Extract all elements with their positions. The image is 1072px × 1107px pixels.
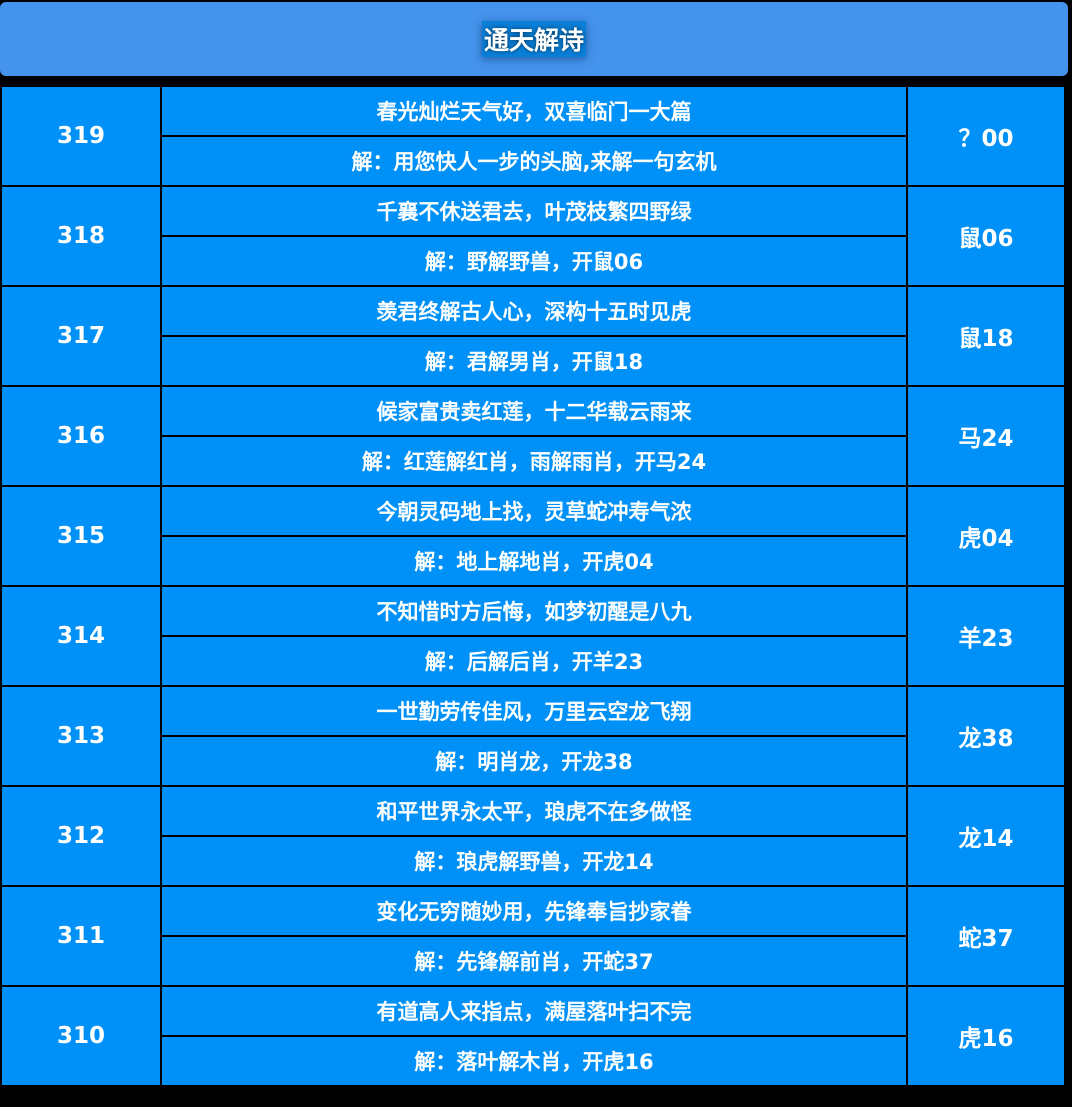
- answer: ？00: [906, 85, 1066, 187]
- issue-number: 312: [0, 785, 162, 887]
- answer: 鼠18: [906, 285, 1066, 387]
- issue-number: 313: [0, 685, 162, 787]
- answer: 虎04: [906, 485, 1066, 587]
- issue-number: 316: [0, 385, 162, 487]
- poem-text: 千襄不休送君去，叶茂枝繁四野绿: [160, 185, 908, 237]
- issue-number: 317: [0, 285, 162, 387]
- answer: 蛇37: [906, 885, 1066, 987]
- issue-number: 318: [0, 185, 162, 287]
- page-title: 通天解诗: [481, 21, 586, 57]
- answer: 龙14: [906, 785, 1066, 887]
- table-row: 317 羡君终解古人心，深构十五时见虎 鼠18: [0, 285, 1066, 387]
- issue-number: 315: [0, 485, 162, 587]
- poem-text: 一世勤劳传佳风，万里云空龙飞翔: [160, 685, 908, 737]
- table-row: 解：野解野兽，开鼠06: [1, 235, 1065, 287]
- poem-text: 和平世界永太平，琅虎不在多做怪: [160, 785, 908, 837]
- table-row: 316 候家富贵卖红莲，十二华载云雨来 马24: [0, 385, 1066, 487]
- issue-number: 311: [0, 885, 162, 987]
- table-row: 312 和平世界永太平，琅虎不在多做怪 龙14: [0, 785, 1066, 887]
- table-row: 313 一世勤劳传佳风，万里云空龙飞翔 龙38: [0, 685, 1066, 787]
- solution-text: 解：野解野兽，开鼠06: [160, 235, 908, 287]
- table-row: 解：红莲解红肖，雨解雨肖，开马24: [1, 435, 1065, 487]
- table-row: 314 不知惜时方后悔，如梦初醒是八九 羊23: [0, 585, 1066, 687]
- table-row: 解：后解后肖，开羊23: [1, 635, 1065, 687]
- issue-number: 319: [0, 85, 162, 187]
- solution-text: 解：红莲解红肖，雨解雨肖，开马24: [160, 435, 908, 487]
- issue-number: 310: [0, 985, 162, 1087]
- poem-text: 变化无穷随妙用，先锋奉旨抄家眷: [160, 885, 908, 937]
- poem-table: 319 春光灿烂天气好，双喜临门一大篇 ？00 解：用您快人一步的头脑,来解一句玄…: [0, 85, 1066, 1087]
- poem-text: 有道高人来指点，满屋落叶扫不完: [160, 985, 908, 1037]
- table-row: 310 有道高人来指点，满屋落叶扫不完 虎16: [0, 985, 1066, 1087]
- solution-text: 解：地上解地肖，开虎04: [160, 535, 908, 587]
- answer: 鼠06: [906, 185, 1066, 287]
- poem-text: 春光灿烂天气好，双喜临门一大篇: [160, 85, 908, 137]
- poem-text: 候家富贵卖红莲，十二华载云雨来: [160, 385, 908, 437]
- solution-text: 解：琅虎解野兽，开龙14: [160, 835, 908, 887]
- table-row: 解：地上解地肖，开虎04: [1, 535, 1065, 587]
- poem-text: 今朝灵码地上找，灵草蛇冲寿气浓: [160, 485, 908, 537]
- table-row: 解：琅虎解野兽，开龙14: [1, 835, 1065, 887]
- table-row: 318 千襄不休送君去，叶茂枝繁四野绿 鼠06: [0, 185, 1066, 287]
- table-row: 319 春光灿烂天气好，双喜临门一大篇 ？00: [0, 85, 1066, 187]
- solution-text: 解：君解男肖，开鼠18: [160, 335, 908, 387]
- table-row: 解：君解男肖，开鼠18: [1, 335, 1065, 387]
- answer: 虎16: [906, 985, 1066, 1087]
- table-row: 311 变化无穷随妙用，先锋奉旨抄家眷 蛇37: [0, 885, 1066, 987]
- table-row: 解：先锋解前肖，开蛇37: [1, 935, 1065, 987]
- table-row: 315 今朝灵码地上找，灵草蛇冲寿气浓 虎04: [0, 485, 1066, 587]
- answer: 龙38: [906, 685, 1066, 787]
- solution-text: 解：明肖龙，开龙38: [160, 735, 908, 787]
- table-row: 解：用您快人一步的头脑,来解一句玄机: [1, 135, 1065, 187]
- issue-number: 314: [0, 585, 162, 687]
- solution-text: 解：用您快人一步的头脑,来解一句玄机: [160, 135, 908, 187]
- poem-text: 不知惜时方后悔，如梦初醒是八九: [160, 585, 908, 637]
- table-row: 解：明肖龙，开龙38: [1, 735, 1065, 787]
- poem-text: 羡君终解古人心，深构十五时见虎: [160, 285, 908, 337]
- solution-text: 解：后解后肖，开羊23: [160, 635, 908, 687]
- solution-text: 解：落叶解木肖，开虎16: [160, 1035, 908, 1087]
- table-row: 解：落叶解木肖，开虎16: [1, 1035, 1065, 1087]
- answer: 马24: [906, 385, 1066, 487]
- answer: 羊23: [906, 585, 1066, 687]
- solution-text: 解：先锋解前肖，开蛇37: [160, 935, 908, 987]
- page-header: 通天解诗: [0, 2, 1068, 76]
